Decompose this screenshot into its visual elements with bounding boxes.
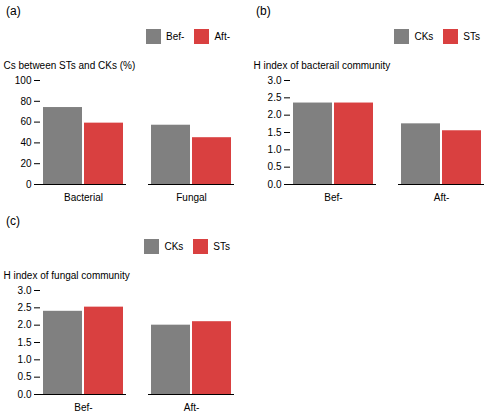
svg-text:Bef-: Bef- xyxy=(324,192,342,203)
svg-text:60: 60 xyxy=(20,116,32,127)
svg-text:20: 20 xyxy=(20,158,32,169)
svg-text:2.5: 2.5 xyxy=(18,302,32,313)
svg-text:Cs between STs and CKs (%): Cs between STs and CKs (%) xyxy=(4,60,136,71)
html-text:STs: STs xyxy=(213,241,230,252)
svg-text:Aft-: Aft- xyxy=(434,192,450,203)
svg-text:2.0: 2.0 xyxy=(268,109,282,120)
svg-text:1.0: 1.0 xyxy=(268,144,282,155)
svg-text:0.5: 0.5 xyxy=(268,161,282,172)
svg-text:0.0: 0.0 xyxy=(268,179,282,190)
svg-text:0.0: 0.0 xyxy=(18,389,32,400)
svg-text:0.5: 0.5 xyxy=(18,371,32,382)
svg-text:2.5: 2.5 xyxy=(268,92,282,103)
html-text:Aft-: Aft- xyxy=(214,31,230,42)
html-text:(b): (b) xyxy=(256,4,271,18)
svg-text:1.5: 1.5 xyxy=(18,337,32,348)
html-text:(c): (c) xyxy=(6,214,20,228)
svg-text:40: 40 xyxy=(20,137,32,148)
svg-text:Bacterial: Bacterial xyxy=(64,192,103,203)
html-text:STs: STs xyxy=(463,31,480,42)
svg-text:H index of bacterail community: H index of bacterail community xyxy=(254,60,391,71)
svg-text:2.0: 2.0 xyxy=(18,319,32,330)
svg-text:80: 80 xyxy=(20,96,32,107)
svg-text:100: 100 xyxy=(15,75,32,86)
svg-text:3.0: 3.0 xyxy=(18,285,32,296)
html-text:CKs: CKs xyxy=(164,241,184,252)
svg-text:1.0: 1.0 xyxy=(18,354,32,365)
html-text:CKs: CKs xyxy=(414,31,434,42)
svg-text:H index of fungal community: H index of fungal community xyxy=(4,270,130,281)
svg-text:Fungal: Fungal xyxy=(176,192,207,203)
html-text:(a): (a) xyxy=(6,4,21,18)
svg-text:0: 0 xyxy=(26,179,32,190)
html-text:Bef-: Bef- xyxy=(166,31,185,42)
svg-text:Aft-: Aft- xyxy=(184,402,200,411)
svg-text:1.5: 1.5 xyxy=(268,127,282,138)
svg-text:3.0: 3.0 xyxy=(268,75,282,86)
svg-text:Bef-: Bef- xyxy=(74,402,92,411)
